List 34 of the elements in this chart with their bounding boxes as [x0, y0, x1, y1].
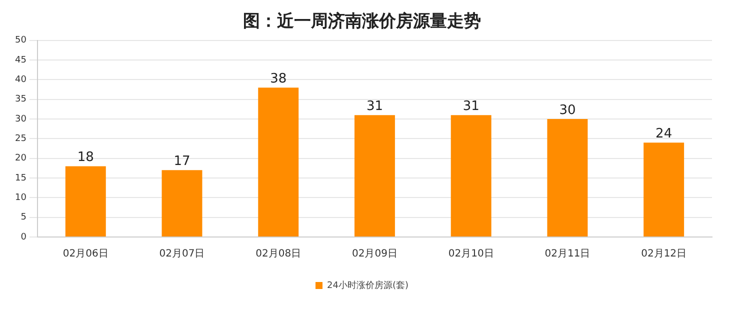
data-label: 38	[270, 71, 287, 86]
data-label: 30	[559, 102, 576, 118]
y-tick-label: 30	[15, 114, 27, 124]
y-tick-label: 25	[15, 134, 26, 144]
y-tick-label: 0	[20, 232, 27, 242]
bar	[354, 115, 395, 236]
y-tick-label: 5	[20, 212, 26, 223]
x-tick-label: 02月06日	[62, 248, 108, 260]
legend-label: 24小时涨价房源(套)	[327, 280, 408, 291]
y-tick-label: 50	[15, 36, 27, 46]
x-tick-label: 02月12日	[641, 248, 687, 260]
y-tick-label: 15	[15, 173, 26, 184]
data-label: 18	[77, 150, 94, 166]
x-tick-label: 02月10日	[448, 248, 494, 260]
bar	[65, 166, 106, 236]
data-label: 31	[462, 98, 480, 114]
y-tick-label: 40	[15, 75, 27, 86]
y-tick-label: 20	[15, 154, 27, 164]
y-tick-label: 45	[15, 55, 26, 66]
y-tick-label: 35	[15, 94, 26, 105]
bar	[162, 170, 202, 236]
x-tick-label: 02月09日	[352, 248, 398, 260]
bar	[258, 88, 299, 236]
data-label: 24	[656, 126, 672, 142]
x-tick-label: 02月07日	[159, 248, 205, 260]
bar	[450, 115, 492, 236]
x-tick-label: 02月08日	[256, 248, 302, 260]
data-label: 17	[174, 154, 190, 170]
chart-title: 图：近一周济南涨价房源量走势	[243, 12, 481, 32]
x-tick-label: 02月11日	[544, 248, 590, 260]
bar	[644, 142, 684, 236]
bar	[547, 119, 588, 236]
data-label: 31	[366, 98, 383, 114]
y-tick-label: 10	[15, 193, 27, 204]
